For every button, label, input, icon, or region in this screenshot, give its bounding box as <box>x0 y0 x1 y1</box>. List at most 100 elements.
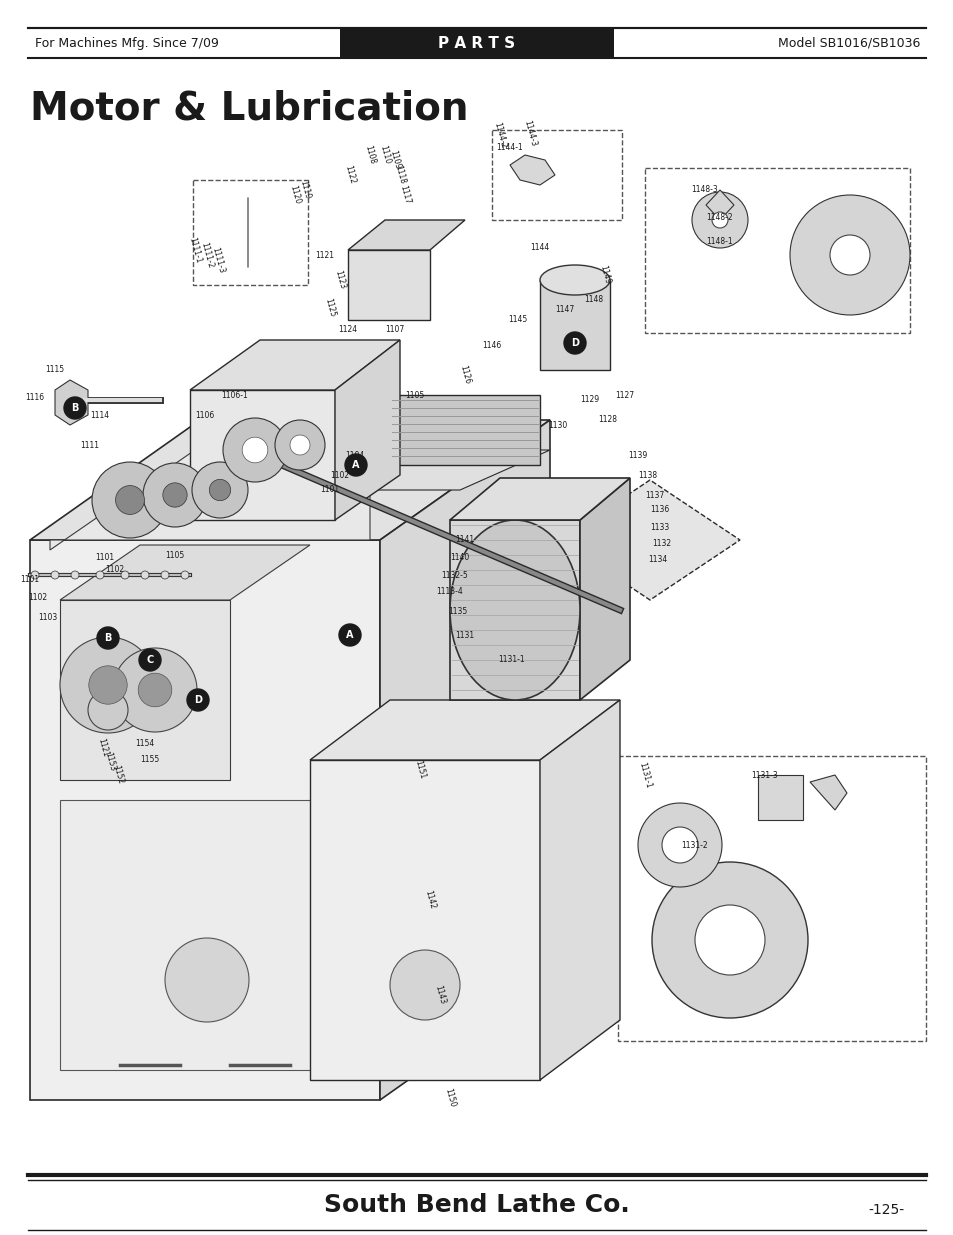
Circle shape <box>143 463 207 527</box>
Text: 1107: 1107 <box>385 326 404 335</box>
Text: P A R T S: P A R T S <box>438 36 515 51</box>
Circle shape <box>121 571 129 579</box>
Text: 1145: 1145 <box>508 315 527 325</box>
Polygon shape <box>60 600 230 781</box>
Polygon shape <box>539 700 619 1079</box>
Text: 1131-1: 1131-1 <box>498 656 525 664</box>
Text: 1106: 1106 <box>195 410 214 420</box>
Text: 1147: 1147 <box>555 305 574 315</box>
Polygon shape <box>579 478 629 700</box>
Text: 1105: 1105 <box>165 551 185 559</box>
Text: 1136: 1136 <box>650 505 669 515</box>
Text: 1137: 1137 <box>644 490 664 499</box>
Circle shape <box>51 571 59 579</box>
Circle shape <box>691 191 747 248</box>
Text: 1111-3: 1111-3 <box>210 246 226 274</box>
Text: 1125: 1125 <box>323 298 336 319</box>
Circle shape <box>161 571 169 579</box>
Text: 1152: 1152 <box>112 764 125 785</box>
Circle shape <box>181 571 189 579</box>
Text: 1148: 1148 <box>584 295 603 305</box>
Text: 1114: 1114 <box>91 410 110 420</box>
Circle shape <box>209 479 231 500</box>
Text: 1150: 1150 <box>443 1088 456 1109</box>
Circle shape <box>112 648 196 732</box>
Text: 1111-1: 1111-1 <box>187 236 203 264</box>
Polygon shape <box>310 760 539 1079</box>
Text: 1138: 1138 <box>638 471 657 479</box>
Polygon shape <box>190 390 335 520</box>
Text: 1142: 1142 <box>423 889 436 910</box>
Text: 1131-3: 1131-3 <box>751 771 778 779</box>
Bar <box>60 800 355 1070</box>
Text: 1132-5: 1132-5 <box>441 571 468 579</box>
Text: 1104: 1104 <box>345 451 364 459</box>
Text: 1144-1: 1144-1 <box>497 143 523 152</box>
Polygon shape <box>348 220 464 249</box>
Circle shape <box>71 571 79 579</box>
Text: 1102: 1102 <box>29 594 48 603</box>
Text: 1123: 1123 <box>333 269 347 290</box>
Text: 1135: 1135 <box>448 608 467 616</box>
Circle shape <box>345 454 367 475</box>
Circle shape <box>91 462 168 538</box>
Text: 1110: 1110 <box>377 144 392 165</box>
Circle shape <box>829 235 869 275</box>
Polygon shape <box>335 340 399 520</box>
Text: 1131-1: 1131-1 <box>637 761 652 789</box>
Text: 1109: 1109 <box>388 149 401 170</box>
Circle shape <box>89 666 127 704</box>
Polygon shape <box>299 450 550 490</box>
Text: 1124: 1124 <box>338 326 357 335</box>
Text: 1131-2: 1131-2 <box>681 841 707 850</box>
Text: 1148-3: 1148-3 <box>691 185 718 194</box>
Text: 1118: 1118 <box>393 164 406 185</box>
Text: 1148-2: 1148-2 <box>706 214 733 222</box>
Circle shape <box>242 437 268 463</box>
Text: 1126: 1126 <box>457 364 472 385</box>
Text: 1151: 1151 <box>413 760 426 781</box>
Circle shape <box>96 571 104 579</box>
Ellipse shape <box>450 520 579 700</box>
Text: South Bend Lathe Co.: South Bend Lathe Co. <box>324 1193 629 1216</box>
Text: 1143: 1143 <box>433 984 446 1005</box>
Text: 1133: 1133 <box>650 522 669 531</box>
Text: 1101: 1101 <box>20 576 39 584</box>
Text: B: B <box>104 634 112 643</box>
Circle shape <box>661 827 698 863</box>
Text: D: D <box>193 695 202 705</box>
Text: 1144-3: 1144-3 <box>521 119 537 147</box>
Text: For Machines Mfg. Since 7/09: For Machines Mfg. Since 7/09 <box>35 37 218 49</box>
Circle shape <box>138 673 172 706</box>
Circle shape <box>223 417 287 482</box>
Circle shape <box>192 462 248 517</box>
Text: 1153: 1153 <box>103 752 116 772</box>
Text: A: A <box>352 459 359 471</box>
Text: 1129: 1129 <box>579 395 598 405</box>
Bar <box>758 776 802 820</box>
Circle shape <box>274 420 325 471</box>
Polygon shape <box>559 480 740 600</box>
Polygon shape <box>55 380 88 425</box>
Circle shape <box>115 485 144 515</box>
Circle shape <box>290 435 310 454</box>
Text: 1155: 1155 <box>140 756 159 764</box>
Text: 1131: 1131 <box>455 631 474 640</box>
Polygon shape <box>450 520 579 700</box>
Text: 1144-2: 1144-2 <box>492 121 507 149</box>
Circle shape <box>789 195 909 315</box>
Polygon shape <box>348 249 430 320</box>
Polygon shape <box>510 156 555 185</box>
Bar <box>339 28 614 58</box>
Text: 1140: 1140 <box>450 553 469 562</box>
Text: 1121: 1121 <box>96 737 110 758</box>
Circle shape <box>97 627 119 650</box>
Polygon shape <box>50 450 370 550</box>
Circle shape <box>638 803 721 887</box>
Text: 1111-2: 1111-2 <box>199 241 214 269</box>
Text: 1128: 1128 <box>598 415 617 425</box>
Bar <box>492 130 621 220</box>
Text: 1139: 1139 <box>628 451 647 459</box>
Text: 1102: 1102 <box>330 471 349 479</box>
Circle shape <box>390 950 459 1020</box>
